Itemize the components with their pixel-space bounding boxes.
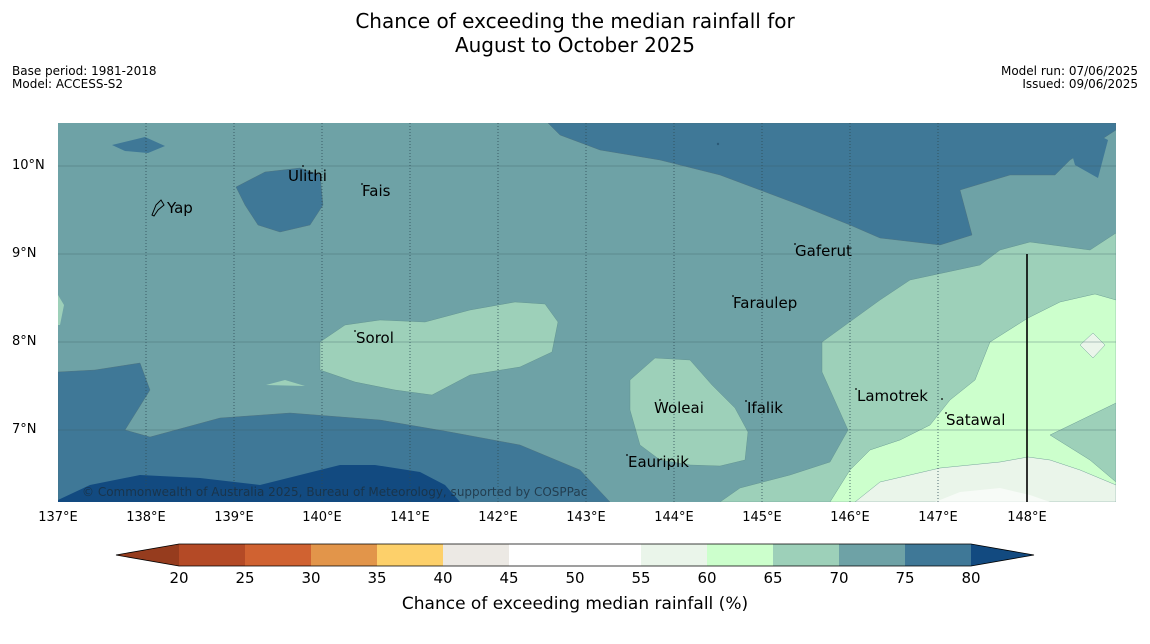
colorbar-tick-55: 55 xyxy=(631,569,651,587)
colorbar-35-40 xyxy=(377,544,443,566)
colorbar xyxy=(115,543,1035,567)
sorol-marker xyxy=(354,330,356,332)
colorbar-tick-75: 75 xyxy=(895,569,915,587)
colorbar-50-55 xyxy=(575,544,641,566)
base-period: Base period: 1981-2018 xyxy=(12,64,157,78)
colorbar-tick-45: 45 xyxy=(499,569,519,587)
colorbar-tick-35: 35 xyxy=(367,569,387,587)
place-sorol: Sorol xyxy=(356,329,394,347)
lon-label-146e: 146°E xyxy=(830,510,870,525)
lon-label-147e: 147°E xyxy=(918,510,958,525)
colorbar-tick-30: 30 xyxy=(301,569,321,587)
colorbar-tick-50: 50 xyxy=(565,569,585,587)
ulithi-marker xyxy=(302,165,304,167)
faraulep-marker xyxy=(732,295,734,297)
colorbar-70-75 xyxy=(839,544,905,566)
lon-label-145e: 145°E xyxy=(742,510,782,525)
contour-65-70-sorol xyxy=(319,301,559,396)
model-name: Model: ACCESS-S2 xyxy=(12,77,124,91)
place-lamotrek: Lamotrek xyxy=(857,387,928,405)
place-fais: Fais xyxy=(362,182,391,200)
lon-label-137e: 137°E xyxy=(38,510,78,525)
lat-label-9n: 9°N xyxy=(12,246,37,261)
colorbar-45-50 xyxy=(509,544,575,566)
place-ulithi: Ulithi xyxy=(288,167,327,185)
colorbar-tick-20: 20 xyxy=(169,569,189,587)
island-markers xyxy=(302,142,947,456)
lat-label-10n: 10°N xyxy=(12,158,45,173)
lon-label-143e: 143°E xyxy=(566,510,606,525)
colorbar-55-60 xyxy=(641,544,707,566)
fais-marker xyxy=(361,183,363,185)
lon-label-138e: 138°E xyxy=(126,510,166,525)
place-faraulep: Faraulep xyxy=(733,294,798,312)
contour-75-80-nw xyxy=(112,137,165,153)
colorbar-tick-70: 70 xyxy=(829,569,849,587)
woleai-marker xyxy=(659,399,661,401)
yap-island-outline xyxy=(151,199,165,217)
colorbar-below-20 xyxy=(116,544,179,566)
issued-date: Issued: 09/06/2025 xyxy=(1022,77,1138,91)
lon-label-144e: 144°E xyxy=(654,510,694,525)
colorbar-60-65 xyxy=(707,544,773,566)
colorbar-tick-65: 65 xyxy=(763,569,783,587)
lon-label-141e: 141°E xyxy=(390,510,430,525)
lon-label-140e: 140°E xyxy=(302,510,342,525)
colorbar-tick-60: 60 xyxy=(697,569,717,587)
colorbar-75-80 xyxy=(905,544,971,566)
parallels xyxy=(58,165,1116,431)
place-satawal: Satawal xyxy=(946,411,1006,429)
lon-label-148e: 148°E xyxy=(1007,510,1047,525)
lat-label-7n: 7°N xyxy=(12,422,37,437)
contour-65-70-woleai xyxy=(629,357,749,467)
colorbar-tick-40: 40 xyxy=(433,569,453,587)
contour-75-80-south xyxy=(58,362,611,502)
ifalik-marker xyxy=(745,400,747,402)
title-line-2: August to October 2025 xyxy=(454,33,696,57)
colorbar-30-35 xyxy=(311,544,377,566)
contour-65-70-small xyxy=(266,380,305,386)
contour-above-80 xyxy=(58,465,460,502)
meta-right: Model run: 07/06/2025 Issued: 09/06/2025 xyxy=(1001,65,1138,91)
eauripik-marker xyxy=(626,454,628,456)
model-run: Model run: 07/06/2025 xyxy=(1000,64,1138,78)
colorbar-tick-25: 25 xyxy=(235,569,255,587)
colorbar-65-70 xyxy=(773,544,839,566)
satawal-marker xyxy=(945,412,947,414)
contour-55-60 xyxy=(854,456,1116,502)
place-ifalik: Ifalik xyxy=(747,399,783,417)
place-woleai: Woleai xyxy=(654,399,704,417)
place-gaferut: Gaferut xyxy=(795,242,852,260)
title-line-1: Chance of exceeding the median rainfall … xyxy=(355,9,795,33)
contour-50-55 xyxy=(935,488,1050,502)
lon-label-142e: 142°E xyxy=(478,510,518,525)
lon-label-139e: 139°E xyxy=(214,510,254,525)
contour-75-80-ne xyxy=(1068,132,1108,178)
contour-75-80-ulithi xyxy=(235,167,324,233)
reef-marker xyxy=(716,142,720,146)
contour-60-65 xyxy=(829,293,1116,502)
meta-left: Base period: 1981-2018 Model: ACCESS-S2 xyxy=(12,65,157,91)
copyright-notice: © Commonwealth of Australia 2025, Bureau… xyxy=(82,485,588,499)
colorbar-tick-80: 80 xyxy=(961,569,981,587)
colorbar-40-45 xyxy=(443,544,509,566)
graticule xyxy=(145,123,939,502)
rainfall-contours xyxy=(58,123,1116,502)
colorbar-20-25 xyxy=(179,544,245,566)
colorbar-label: Chance of exceeding median rainfall (%) xyxy=(401,594,749,614)
lamotrek-marker xyxy=(855,388,857,390)
colorbar-25-30 xyxy=(245,544,311,566)
map-title: Chance of exceeding the median rainfall … xyxy=(0,9,1150,57)
place-eauripik: Eauripik xyxy=(628,453,689,471)
place-yap: Yap xyxy=(167,199,193,217)
colorbar-outline xyxy=(115,543,1035,567)
lat-label-8n: 8°N xyxy=(12,334,37,349)
contour-65-70-west xyxy=(58,295,64,325)
gaferut-marker xyxy=(794,243,796,245)
contour-55-60-small xyxy=(1079,332,1106,359)
colorbar-above-80 xyxy=(971,544,1034,566)
lamotrek-east-marker xyxy=(941,398,943,400)
